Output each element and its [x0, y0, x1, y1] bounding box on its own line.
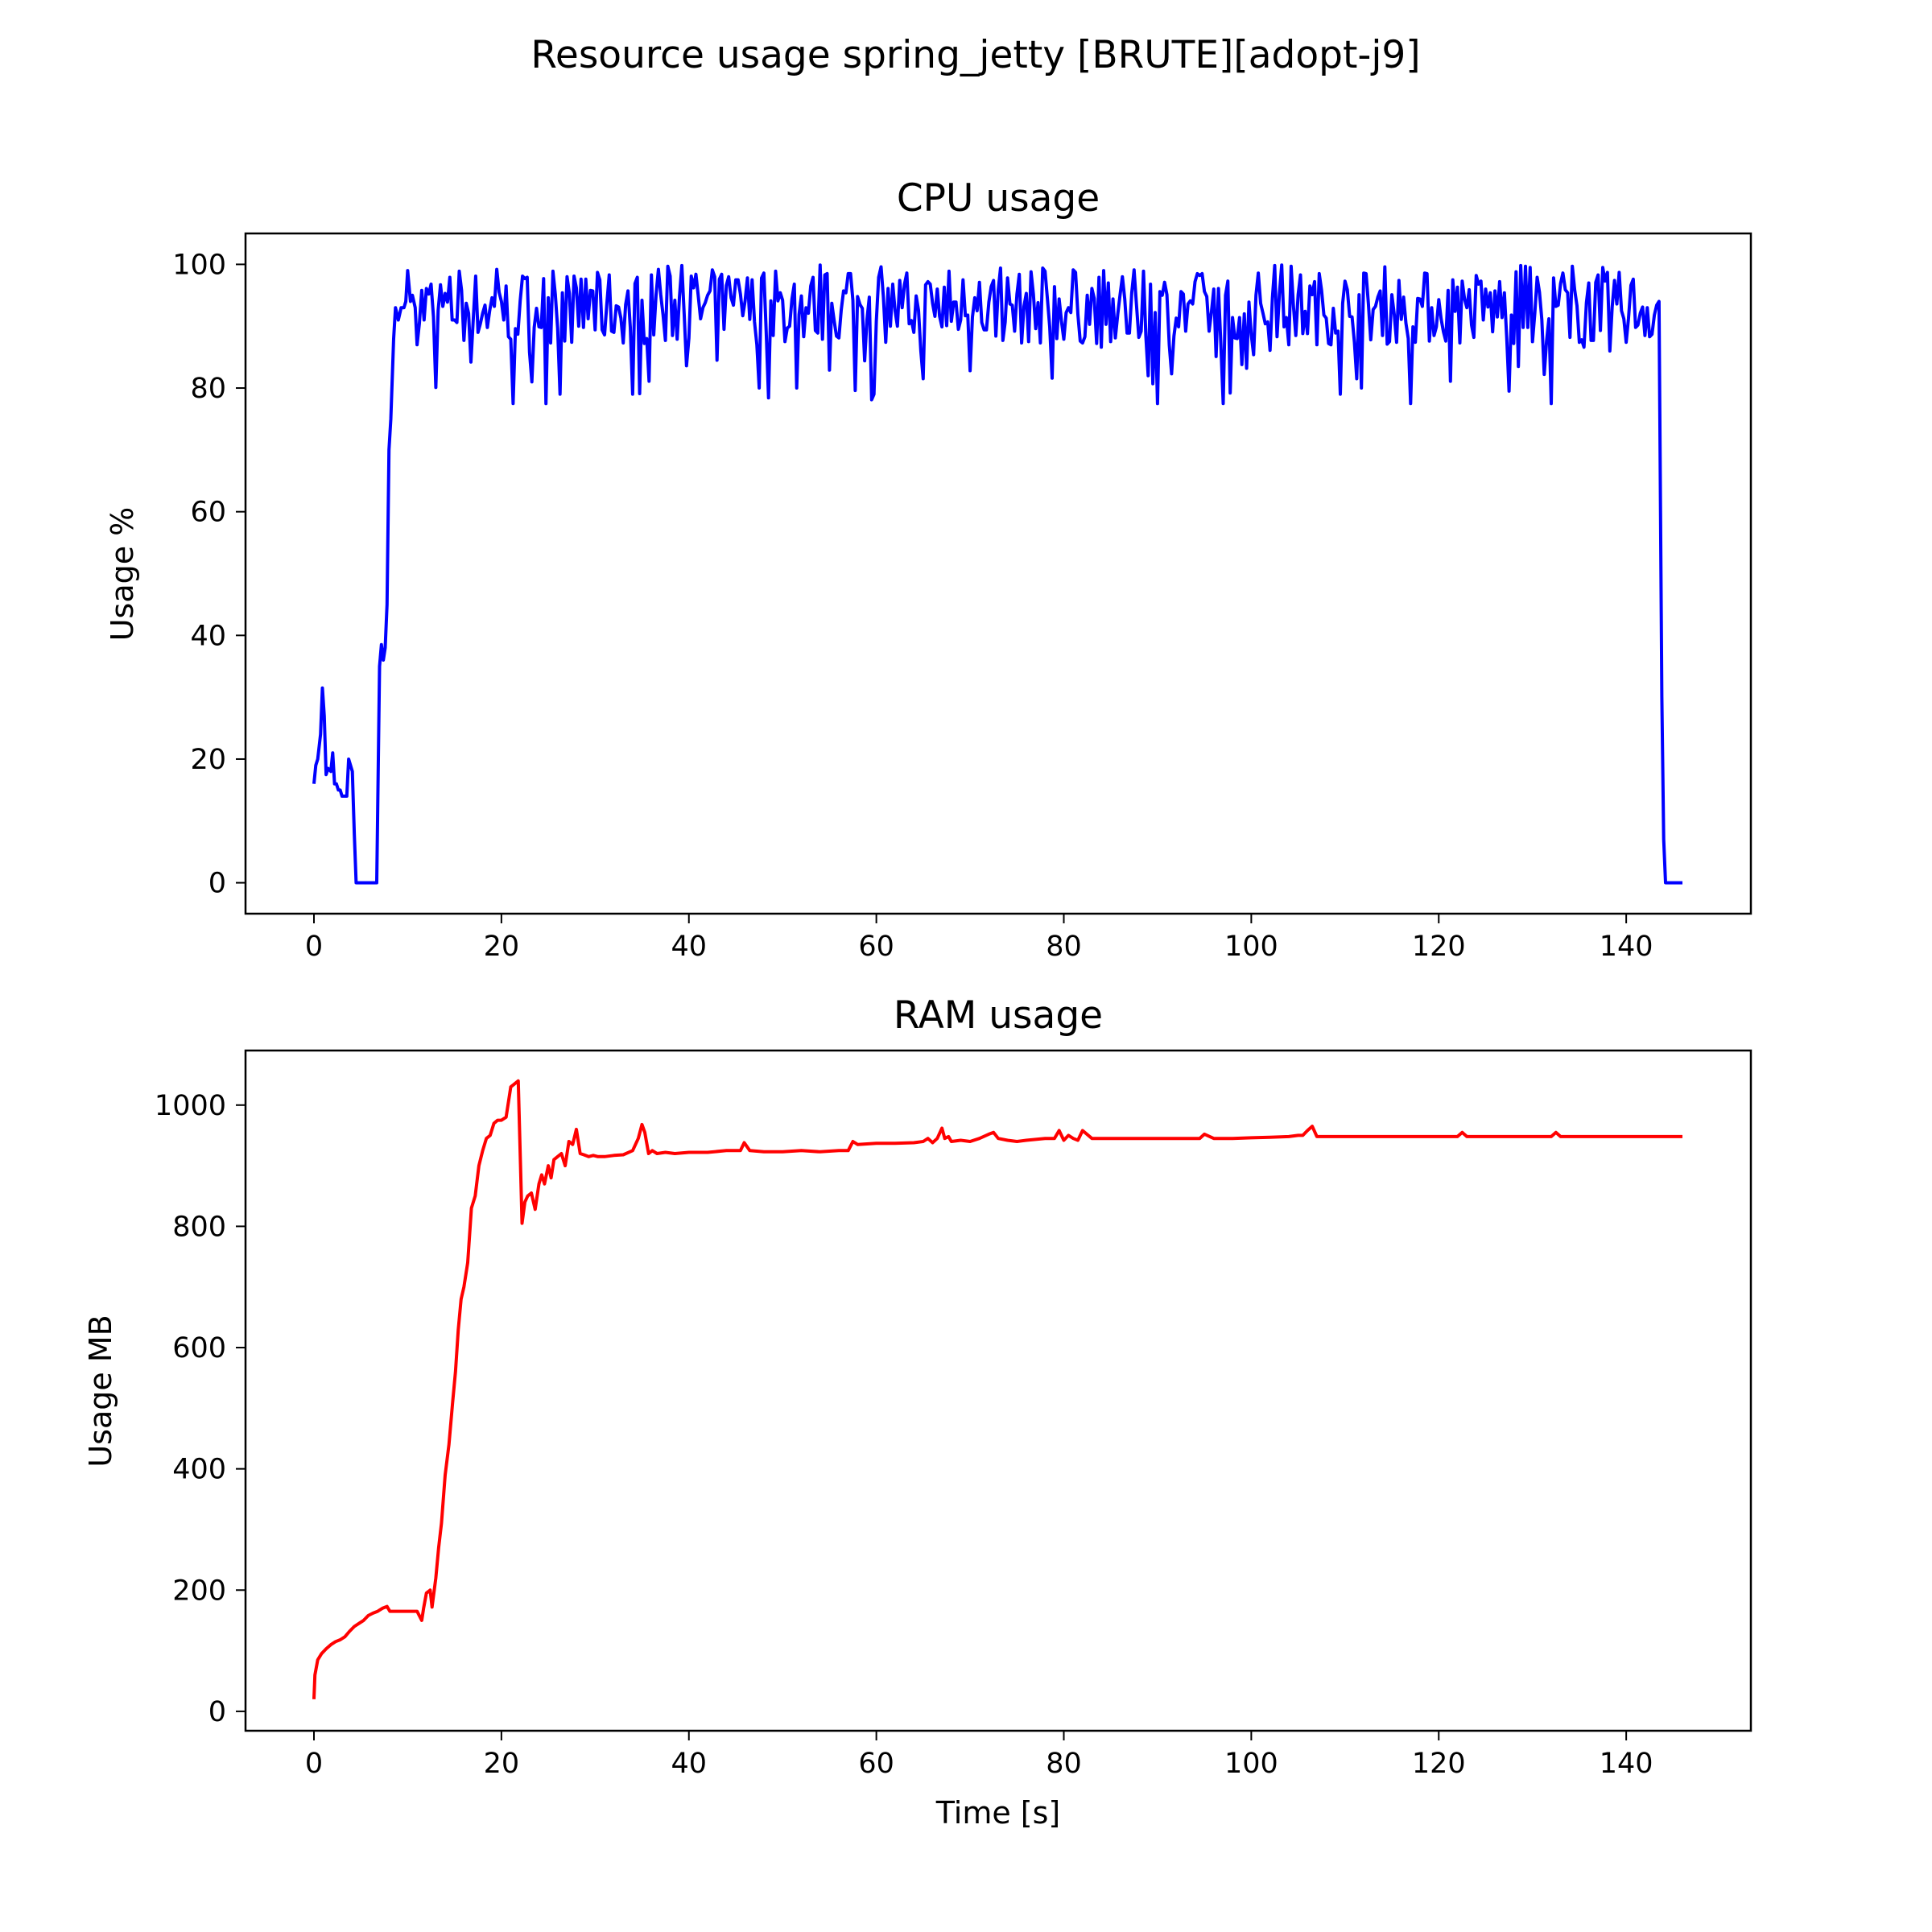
cpu-x-tick-label: 100 — [1224, 931, 1278, 963]
ram-y-axis-label: Usage MB — [83, 1315, 118, 1467]
cpu-y-tick-label: 100 — [172, 249, 226, 281]
ram-usage-line — [312, 1079, 1682, 1699]
ram-y-tick-label: 200 — [172, 1575, 226, 1607]
ram-y-tick-label: 800 — [172, 1211, 226, 1243]
cpu-y-tick-label: 60 — [190, 497, 226, 529]
ram-usage-panel: RAM usage Usage MB Time [s] 0 20 40 60 80 100… — [83, 993, 1752, 1831]
ram-plot-frame — [244, 1049, 1752, 1732]
ram-x-tick-label: 100 — [1224, 1748, 1278, 1780]
ram-y-tick-label: 400 — [172, 1454, 226, 1486]
cpu-x-tick-label: 120 — [1412, 931, 1466, 963]
cpu-usage-title: CPU usage — [897, 176, 1100, 221]
cpu-x-tick-label: 60 — [858, 931, 894, 963]
cpu-x-tick-label: 20 — [484, 931, 520, 963]
ram-x-tick-label: 60 — [858, 1748, 894, 1780]
ram-x-tick-label: 140 — [1600, 1748, 1653, 1780]
cpu-plot-frame — [244, 232, 1752, 915]
ram-y-tick-label: 0 — [208, 1696, 226, 1728]
ram-usage-title: RAM usage — [894, 993, 1103, 1038]
ram-x-axis-label: Time [s] — [935, 1795, 1061, 1831]
cpu-usage-panel: CPU usage Usage % 0 20 40 60 80 100 120 140 0 20 4… — [105, 176, 1752, 963]
ram-x-tick-label: 40 — [671, 1748, 707, 1780]
ram-x-tick-label: 120 — [1412, 1748, 1466, 1780]
ram-ticks: 0 20 40 60 80 100 120 140 0 200 400 600 800 1000 — [155, 1090, 1653, 1780]
cpu-y-tick-label: 40 — [190, 620, 226, 652]
ram-x-tick-label: 0 — [305, 1748, 323, 1780]
cpu-y-tick-label: 80 — [190, 373, 226, 405]
cpu-x-tick-label: 40 — [671, 931, 707, 963]
cpu-y-axis-label: Usage % — [105, 507, 140, 642]
cpu-x-tick-label: 0 — [305, 931, 323, 963]
cpu-x-tick-label: 80 — [1046, 931, 1082, 963]
ram-x-tick-label: 80 — [1046, 1748, 1082, 1780]
ram-y-tick-label: 600 — [172, 1332, 226, 1364]
cpu-x-tick-label: 140 — [1600, 931, 1653, 963]
cpu-usage-line — [312, 263, 1682, 885]
ram-y-tick-label: 1000 — [155, 1090, 226, 1122]
figure-title: Resource usage spring_jetty [BRUTE][adop… — [530, 33, 1420, 77]
cpu-y-tick-label: 0 — [208, 868, 226, 900]
ram-x-tick-label: 20 — [484, 1748, 520, 1780]
cpu-ticks: 0 20 40 60 80 100 120 140 0 20 40 60 80 100 — [172, 249, 1653, 963]
cpu-y-tick-label: 20 — [190, 744, 226, 776]
